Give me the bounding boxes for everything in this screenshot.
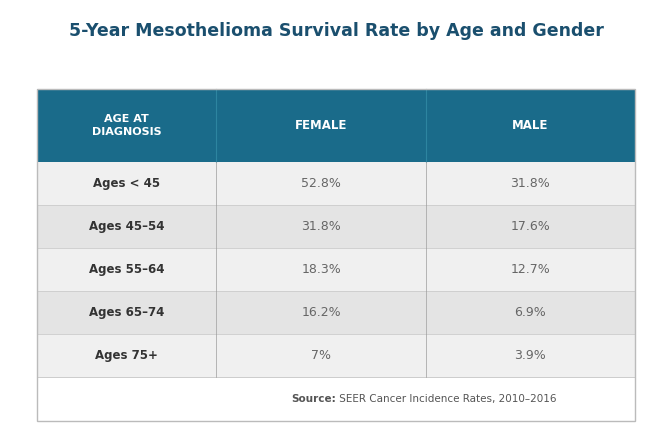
Bar: [37, 248, 635, 291]
Bar: [37, 205, 635, 248]
Bar: [37, 89, 635, 421]
Bar: [37, 162, 635, 205]
Text: 31.8%: 31.8%: [301, 220, 341, 233]
Text: FEMALE: FEMALE: [295, 119, 347, 132]
Text: Ages 65–74: Ages 65–74: [89, 306, 165, 319]
Bar: [37, 377, 635, 421]
Text: 3.9%: 3.9%: [515, 349, 546, 361]
Text: 12.7%: 12.7%: [511, 263, 550, 276]
Text: MALE: MALE: [512, 119, 548, 132]
Text: 31.8%: 31.8%: [511, 177, 550, 190]
Text: 6.9%: 6.9%: [515, 306, 546, 319]
Text: AGE AT
DIAGNOSIS: AGE AT DIAGNOSIS: [92, 113, 161, 137]
Text: Ages 45–54: Ages 45–54: [89, 220, 165, 233]
Bar: [37, 89, 635, 162]
Text: 18.3%: 18.3%: [301, 263, 341, 276]
Text: 5-Year Mesothelioma Survival Rate by Age and Gender: 5-Year Mesothelioma Survival Rate by Age…: [69, 22, 603, 40]
Text: 17.6%: 17.6%: [511, 220, 550, 233]
Bar: [37, 334, 635, 377]
Text: 16.2%: 16.2%: [301, 306, 341, 319]
Text: Ages 75+: Ages 75+: [95, 349, 158, 361]
Text: Ages 55–64: Ages 55–64: [89, 263, 165, 276]
Text: SEER Cancer Incidence Rates, 2010–2016: SEER Cancer Incidence Rates, 2010–2016: [336, 394, 556, 404]
Text: Ages < 45: Ages < 45: [93, 177, 160, 190]
Bar: [37, 291, 635, 334]
Text: 52.8%: 52.8%: [301, 177, 341, 190]
Text: 7%: 7%: [311, 349, 331, 361]
Text: Source:: Source:: [291, 394, 336, 404]
